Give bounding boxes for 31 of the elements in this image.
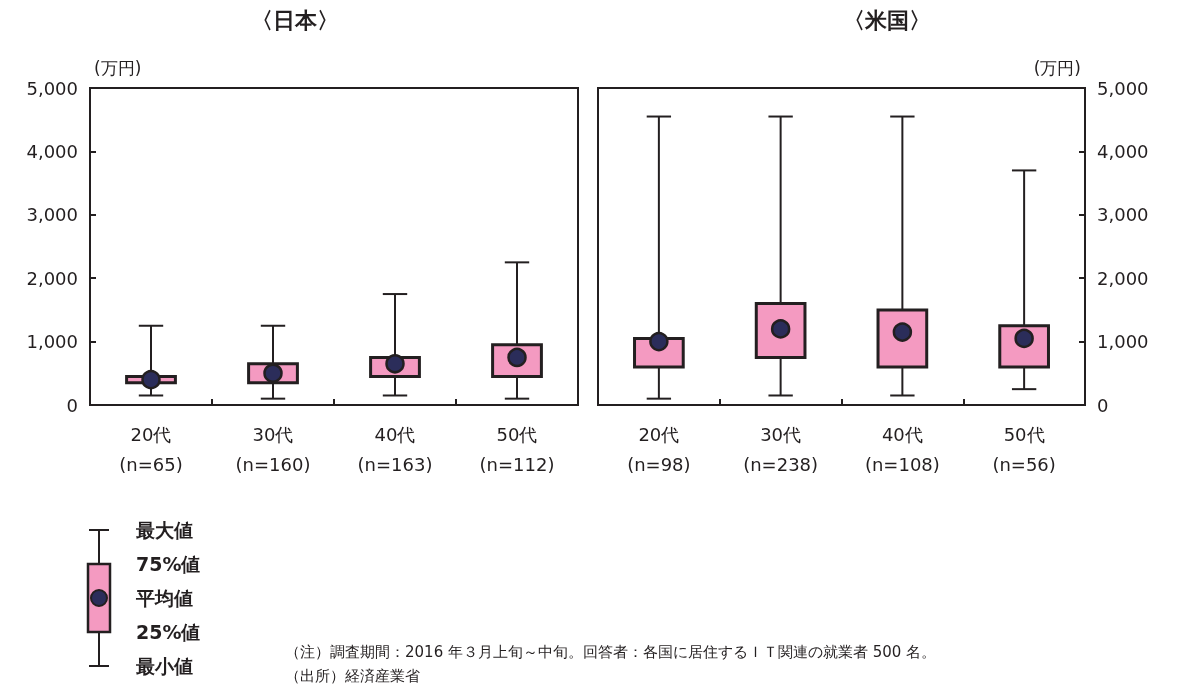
- text: 平均値: [136, 586, 193, 610]
- x-tick-label: 20代 (n=65): [119, 423, 183, 475]
- y2-tick-label: 1,000: [1097, 331, 1149, 353]
- text: 最大値: [136, 518, 193, 542]
- x-tick-label: 20代 (n=98): [627, 423, 691, 475]
- y2-tick-label: 5,000: [1097, 77, 1149, 99]
- text: 75%値: [136, 552, 201, 576]
- y-tick-label: 5,000: [26, 77, 78, 99]
- y2-tick-label: 3,000: [1097, 204, 1149, 226]
- y-tick-label: 0: [66, 394, 78, 416]
- x-tick-label: 50代 (n=112): [479, 423, 555, 475]
- y-tick-label: 3,000: [26, 204, 78, 226]
- y2-tick-label: 4,000: [1097, 140, 1149, 162]
- text: 25%値: [136, 620, 201, 644]
- text: （注）調査期間：2016 年３月上旬～中旬。回答者：各国に居住するＩＴ関連の就業者 500 名。: [285, 642, 937, 663]
- y-tick-label: 1,000: [26, 331, 78, 353]
- text: （出所）経済産業省: [285, 666, 421, 687]
- y2-tick-label: 2,000: [1097, 267, 1149, 289]
- x-tick-label: 30代 (n=238): [743, 423, 819, 475]
- x-tick-label: 40代 (n=108): [864, 423, 940, 475]
- x-tick-label: 40代 (n=163): [357, 423, 433, 475]
- y2-tick-label: 0: [1097, 394, 1109, 416]
- chart-title: 〈日本〉: [251, 7, 339, 33]
- y-tick-label: 2,000: [26, 267, 78, 289]
- text: 最小値: [136, 654, 193, 678]
- y2-axis-title: (万円): [1033, 57, 1081, 78]
- x-tick-label: 50代 (n=56): [992, 423, 1056, 475]
- y-tick-label: 4,000: [26, 140, 78, 162]
- y-axis-title: (万円): [94, 57, 142, 78]
- x-tick-label: 30代 (n=160): [235, 423, 311, 475]
- chart-title: 〈米国〉: [842, 7, 931, 33]
